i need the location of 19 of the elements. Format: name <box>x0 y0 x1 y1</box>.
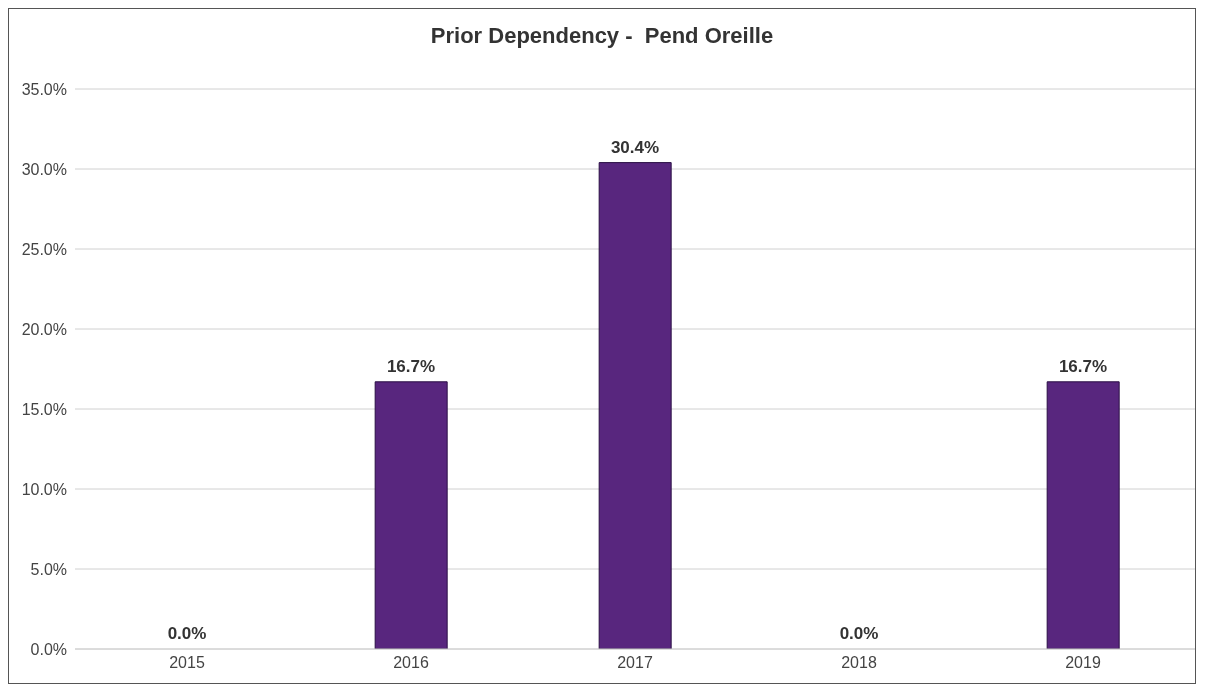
data-label: 16.7% <box>386 356 436 376</box>
y-tick-label: 5.0% <box>30 560 67 578</box>
y-tick-label: 10.0% <box>21 480 67 498</box>
y-tick-label: 25.0% <box>21 240 67 258</box>
x-tick-label: 2019 <box>1065 654 1101 672</box>
x-tick-label: 2015 <box>169 654 205 672</box>
x-tick-label: 2017 <box>617 654 653 672</box>
chart-title: Prior Dependency - Pend Oreille <box>429 22 775 49</box>
data-label: 30.4% <box>610 137 660 157</box>
data-label: 0.0% <box>839 624 879 643</box>
data-label: 16.7% <box>1058 356 1108 376</box>
y-tick-label: 35.0% <box>21 80 67 98</box>
x-tick-label: 2016 <box>393 654 429 672</box>
data-label: 0.0% <box>167 624 207 643</box>
x-tick-label: 2018 <box>841 654 877 672</box>
y-tick-label: 20.0% <box>21 320 67 338</box>
y-tick-label: 30.0% <box>21 160 67 178</box>
y-tick-label: 15.0% <box>21 400 67 418</box>
y-tick-label: 0.0% <box>30 640 67 658</box>
